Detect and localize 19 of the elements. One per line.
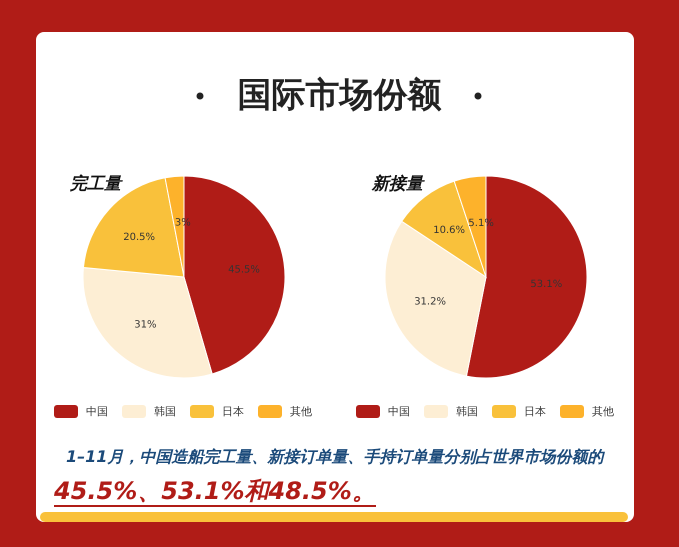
legend-label: 日本 xyxy=(524,404,546,419)
data-label: 20.5% xyxy=(123,232,156,244)
text: 1–11月，中国造船完工量、新接订单量、手持订单量分别占世界市场份额的 xyxy=(66,447,604,466)
text: 45.5%、53.1%和48.5%。 xyxy=(54,477,376,507)
legend-label: 日本 xyxy=(222,404,244,419)
chart-title: 完工量 xyxy=(70,173,121,195)
data-label: 53.1% xyxy=(530,278,562,290)
text: 国际市场份额 xyxy=(236,74,442,117)
data-label: 31% xyxy=(134,320,156,331)
data-label: 31.2% xyxy=(414,296,446,308)
data-label: 10.6% xyxy=(433,224,466,236)
chart-title: 新接量 xyxy=(372,173,423,195)
legend-label: 其他 xyxy=(290,404,312,419)
legend-label: 其他 xyxy=(592,404,614,419)
data-label: 45.5% xyxy=(228,264,260,276)
legend-label: 中国 xyxy=(86,404,108,419)
legend-label: 中国 xyxy=(388,404,410,419)
legend-label: 韩国 xyxy=(456,404,478,419)
legend-label: 韩国 xyxy=(154,404,176,419)
